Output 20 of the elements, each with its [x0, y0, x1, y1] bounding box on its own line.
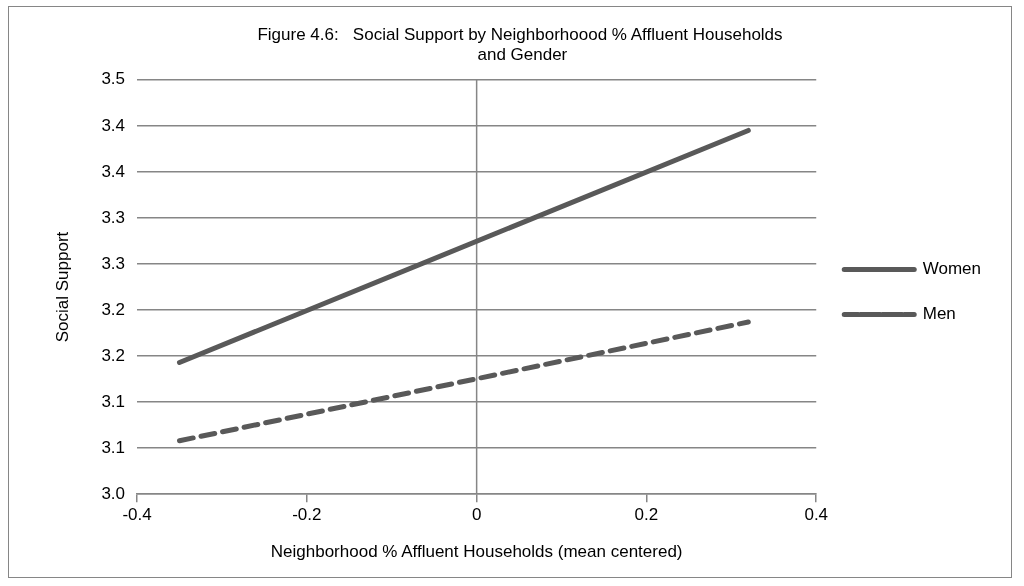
y-tick-label: 3.3	[101, 207, 126, 227]
x-axis-title: Neighborhood % Affluent Households (mean centered)	[270, 542, 683, 562]
y-tick-label: 3.4	[101, 115, 126, 135]
y-tick-label: 3.2	[101, 299, 126, 319]
y-tick-label: 3.1	[101, 437, 126, 457]
y-tick-label: 3.5	[101, 69, 126, 89]
x-tick-label: -0.4	[122, 505, 152, 525]
legend-label: Men	[922, 304, 956, 324]
x-tick-label: 0	[471, 505, 482, 525]
y-tick-label: 3.0	[101, 483, 126, 503]
x-tick-label: 0.2	[634, 505, 659, 525]
y-tick-label: 3.2	[101, 345, 126, 365]
y-tick-label: 3.4	[101, 161, 126, 181]
x-tick-label: 0.4	[804, 505, 829, 525]
y-tick-label: 3.1	[101, 391, 126, 411]
legend-label: Women	[922, 259, 981, 279]
y-tick-label: 3.3	[101, 253, 126, 273]
x-tick-label: -0.2	[292, 505, 322, 525]
y-axis-title: Social Support	[52, 231, 72, 343]
chart-title: Figure 4.6: Social Support by Neighborhoood % Affluent Households and Gender	[257, 24, 783, 65]
